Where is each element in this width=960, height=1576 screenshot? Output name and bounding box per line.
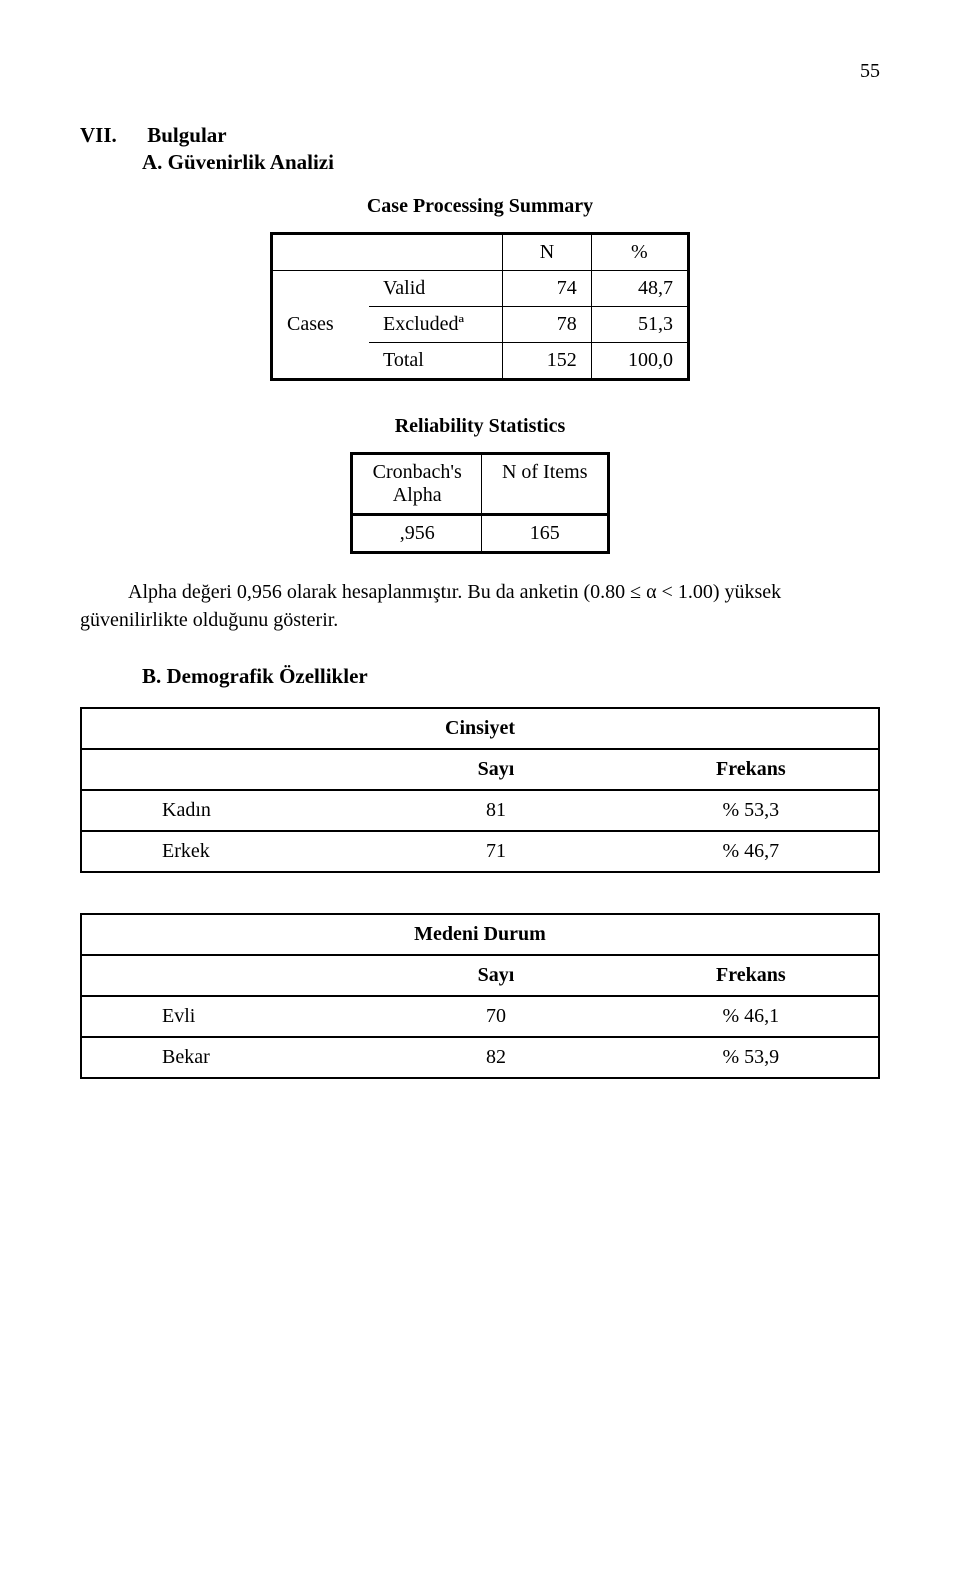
marital-row0-label: Evli: [81, 996, 368, 1037]
cases-label: Cases: [272, 271, 370, 380]
rel-col-alpha2: Alpha: [367, 484, 467, 507]
reliability-table: Cronbach's Alpha N of Items ,956 165: [350, 452, 610, 554]
gender-row0-count: 81: [368, 790, 623, 831]
row-total-label: Total: [369, 343, 503, 380]
case-processing-table: N % Cases Valid 74 48,7 Excludedª 78 51,…: [270, 232, 690, 381]
subsection-b-title: Demografik Özellikler: [167, 664, 368, 688]
gender-empty-header: [81, 749, 368, 790]
gender-row0-label: Kadın: [81, 790, 368, 831]
rel-col-alpha1: Cronbach's: [367, 461, 467, 484]
case-processing-title: Case Processing Summary: [80, 195, 880, 218]
row-valid-n: 74: [503, 271, 592, 307]
col-n: N: [503, 234, 592, 271]
marital-table: Medeni Durum Sayı Frekans Evli 70 % 46,1…: [80, 913, 880, 1079]
gender-row1-freq: % 46,7: [624, 831, 879, 872]
gender-row1-label: Erkek: [81, 831, 368, 872]
gender-row0-freq: % 53,3: [624, 790, 879, 831]
row-valid-pct: 48,7: [591, 271, 688, 307]
section-number: VII.: [80, 123, 142, 148]
row-total-n: 152: [503, 343, 592, 380]
subsection-b: B. Demografik Özellikler: [142, 664, 880, 689]
marital-count-header: Sayı: [368, 955, 623, 996]
page-number: 55: [80, 60, 880, 83]
row-excluded-n: 78: [503, 307, 592, 343]
gender-row1-count: 71: [368, 831, 623, 872]
marital-row1-freq: % 53,9: [624, 1037, 879, 1078]
subsection-a: A. Güvenirlik Analizi: [142, 150, 880, 175]
marital-title: Medeni Durum: [81, 914, 879, 955]
section-title: Bulgular: [147, 123, 226, 147]
gender-freq-header: Frekans: [624, 749, 879, 790]
subsection-a-title: Güvenirlik Analizi: [168, 150, 334, 174]
gender-title: Cinsiyet: [81, 708, 879, 749]
row-excluded-label: Excludedª: [369, 307, 503, 343]
subsection-b-letter: B.: [142, 664, 161, 688]
marital-row0-freq: % 46,1: [624, 996, 879, 1037]
row-total-pct: 100,0: [591, 343, 688, 380]
alpha-paragraph: Alpha değeri 0,956 olarak hesaplanmıştır…: [80, 578, 880, 634]
rel-alpha-value: ,956: [352, 515, 482, 553]
marital-freq-header: Frekans: [624, 955, 879, 996]
subsection-a-letter: A.: [142, 150, 162, 174]
reliability-title: Reliability Statistics: [80, 415, 880, 438]
gender-count-header: Sayı: [368, 749, 623, 790]
marital-empty-header: [81, 955, 368, 996]
col-pct: %: [591, 234, 688, 271]
section-heading: VII. Bulgular: [80, 123, 880, 148]
marital-row0-count: 70: [368, 996, 623, 1037]
gender-table: Cinsiyet Sayı Frekans Kadın 81 % 53,3 Er…: [80, 707, 880, 873]
row-excluded-pct: 51,3: [591, 307, 688, 343]
rel-col-nitems: N of Items: [482, 454, 609, 515]
marital-row1-label: Bekar: [81, 1037, 368, 1078]
rel-nitems-value: 165: [482, 515, 609, 553]
row-valid-label: Valid: [369, 271, 503, 307]
marital-row1-count: 82: [368, 1037, 623, 1078]
